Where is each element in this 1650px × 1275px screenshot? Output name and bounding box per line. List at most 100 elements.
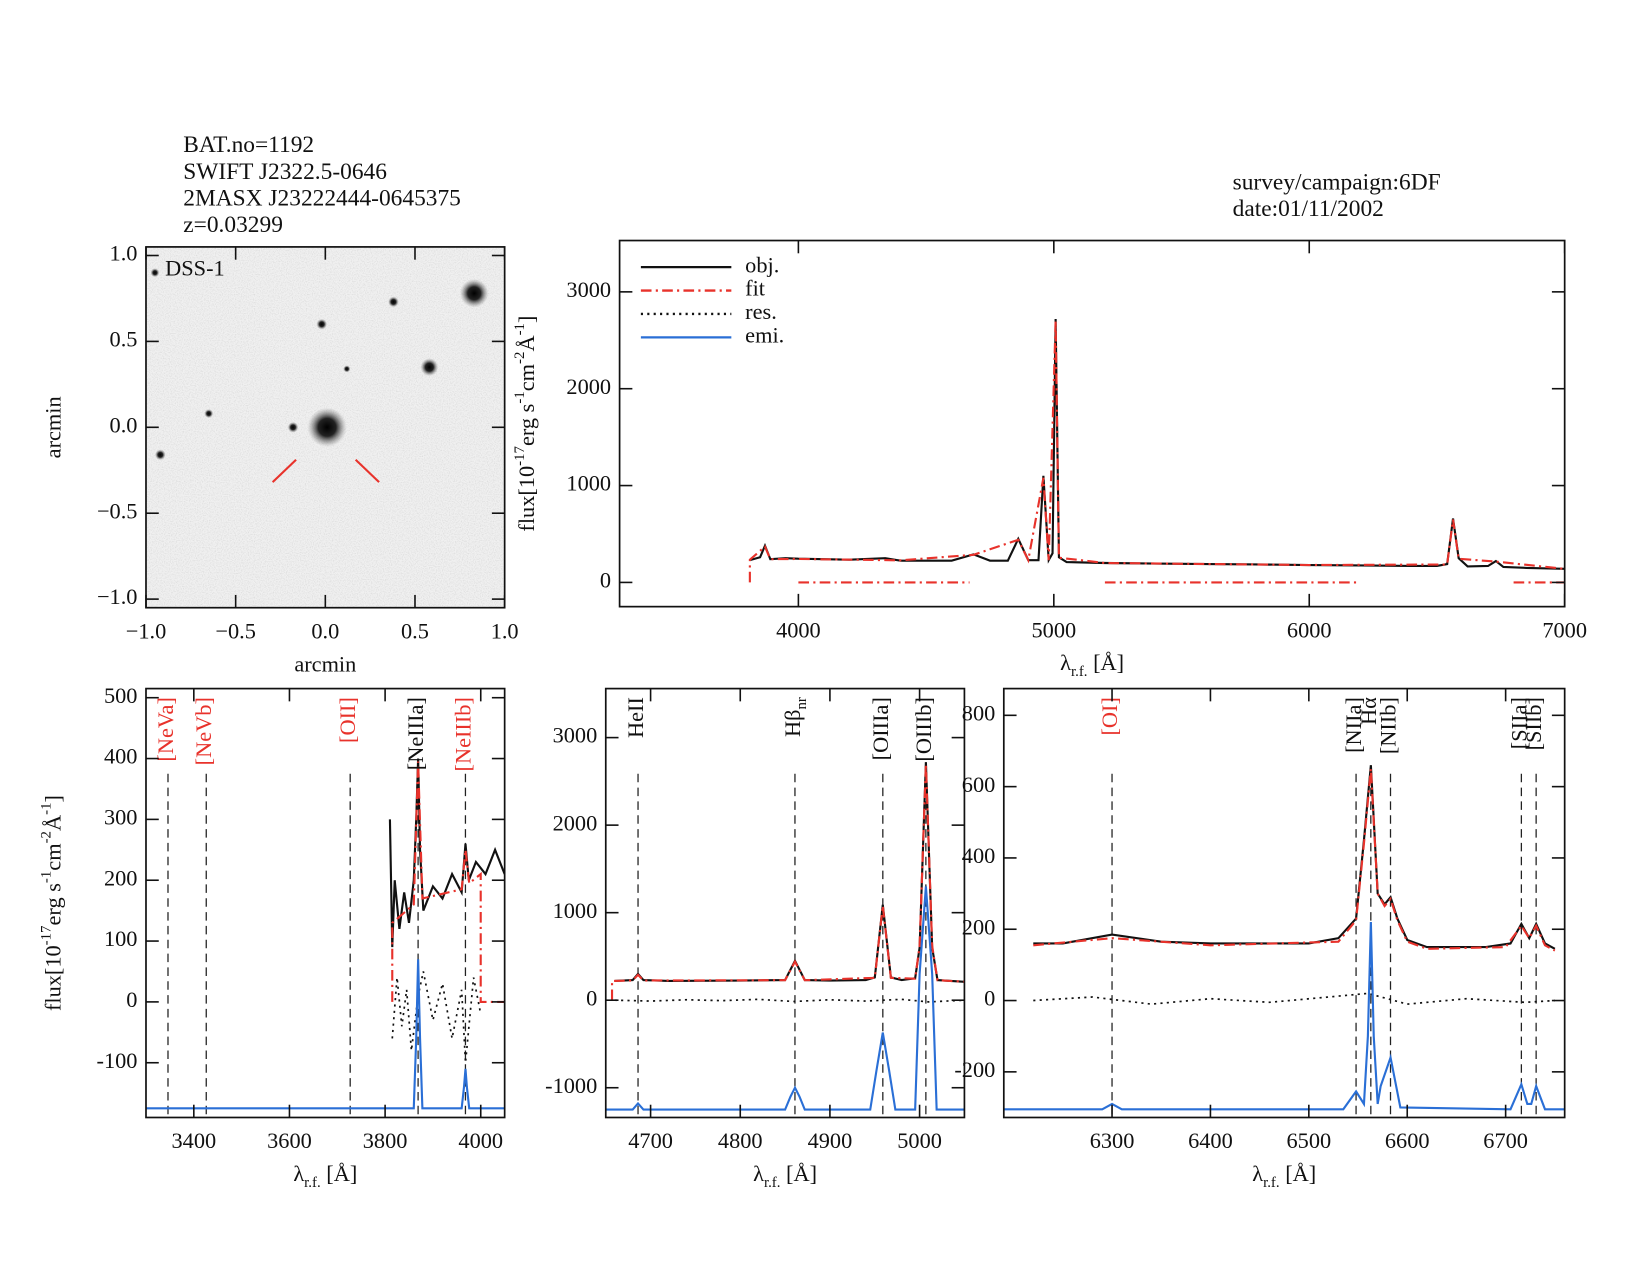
spectrum-line bbox=[1003, 922, 1565, 1111]
axes-frame bbox=[145, 687, 506, 1119]
label-part: cm bbox=[514, 363, 539, 391]
label-part: Hα bbox=[1356, 697, 1381, 725]
label-part: -17 bbox=[39, 925, 55, 945]
x-tick-label: 6400 bbox=[1188, 1128, 1233, 1153]
label-part: ] bbox=[41, 795, 66, 802]
label-part: [OII] bbox=[335, 697, 360, 743]
y-tick-label: -100 bbox=[97, 1048, 138, 1073]
source bbox=[154, 449, 166, 461]
spectrum-line bbox=[391, 761, 505, 1003]
plot-area bbox=[145, 758, 505, 1118]
label-part: [NeIIIb] bbox=[451, 697, 476, 771]
label-part: [NIIa] bbox=[1341, 697, 1366, 753]
x-axis-label: arcmin bbox=[294, 651, 356, 676]
source bbox=[316, 318, 328, 330]
label-part: nr bbox=[794, 697, 810, 709]
y-tick-label: 0 bbox=[600, 568, 611, 593]
source bbox=[150, 268, 160, 278]
x-tick-label: 3400 bbox=[171, 1128, 216, 1153]
axes-frame bbox=[618, 239, 1566, 608]
header-line: BAT.no=1192 bbox=[183, 132, 314, 158]
label-part: r.f. bbox=[764, 1175, 781, 1191]
label-part: [NeIIIa] bbox=[403, 697, 428, 770]
line-marker-label: Hβnr bbox=[780, 697, 810, 737]
x-tick-label: 4700 bbox=[628, 1128, 673, 1153]
spectrum-line bbox=[391, 971, 482, 1063]
x-tick-label: 6000 bbox=[1287, 617, 1332, 642]
x-tick-label: 4800 bbox=[718, 1128, 763, 1153]
source bbox=[287, 421, 299, 433]
legend-label: obj. bbox=[745, 252, 779, 277]
label-part: Å bbox=[514, 335, 539, 351]
label-part: -1 bbox=[39, 871, 55, 883]
label-part: HeII bbox=[623, 697, 648, 738]
label-part: -17 bbox=[513, 445, 529, 465]
label-part: [NeVa] bbox=[153, 697, 178, 761]
label-part: [NIIb] bbox=[1376, 697, 1401, 754]
x-tick-label: −0.5 bbox=[215, 618, 256, 643]
y-tick-label: 500 bbox=[104, 683, 138, 708]
label-part: [NeVb] bbox=[191, 697, 216, 765]
header-line: SWIFT J2322.5-0646 bbox=[183, 159, 387, 185]
label-part: [SIIb] bbox=[1521, 697, 1546, 750]
legend-label: emi. bbox=[745, 322, 784, 347]
x-tick-label: 6600 bbox=[1385, 1128, 1430, 1153]
label-part: -2 bbox=[39, 831, 55, 843]
x-tick-label: 6300 bbox=[1090, 1128, 1135, 1153]
spectrum-line bbox=[614, 762, 965, 983]
y-tick-label: 200 bbox=[104, 865, 138, 890]
x-tick-label: −1.0 bbox=[126, 618, 167, 643]
header-line: survey/campaign:6DF bbox=[1233, 169, 1441, 195]
header-line: 2MASX J23222444-0645375 bbox=[183, 185, 461, 211]
y-tick-label: −0.5 bbox=[97, 498, 138, 523]
y-tick-label: 300 bbox=[104, 805, 138, 830]
line-marker-label: [OII] bbox=[335, 697, 360, 743]
label-part: -1 bbox=[513, 323, 529, 335]
label-part: λ bbox=[1252, 1161, 1263, 1186]
label-part: [Å] bbox=[1280, 1161, 1317, 1186]
line-marker-label: [OIIIa] bbox=[868, 697, 893, 760]
y-axis-label: arcmin bbox=[41, 396, 66, 458]
x-tick-label: 0.5 bbox=[401, 618, 429, 643]
x-tick-label: 7000 bbox=[1542, 617, 1587, 642]
line-marker-label: HeII bbox=[623, 697, 648, 738]
label-part: [OI] bbox=[1097, 697, 1122, 735]
source bbox=[343, 365, 351, 373]
x-axis-label: λr.f. [Å] bbox=[753, 1161, 817, 1191]
y-tick-label: 100 bbox=[104, 926, 138, 951]
line-marker-label: [NIIa] bbox=[1341, 697, 1366, 753]
source bbox=[459, 278, 489, 308]
y-tick-label: 1000 bbox=[553, 898, 598, 923]
header-line: date:01/11/2002 bbox=[1233, 196, 1384, 222]
x-axis-label: λr.f. [Å] bbox=[1060, 650, 1124, 680]
x-axis-label: λr.f. [Å] bbox=[1252, 1161, 1316, 1191]
header-line: z=0.03299 bbox=[183, 212, 283, 238]
x-tick-label: 5000 bbox=[1031, 617, 1076, 642]
y-axis-label: flux[10-17erg s-1cm-2Å-1] bbox=[39, 795, 66, 1011]
y-tick-label: 600 bbox=[962, 772, 996, 797]
label-part: λ bbox=[1060, 650, 1071, 675]
y-tick-label: 2000 bbox=[566, 374, 611, 399]
label-part: -1 bbox=[513, 391, 529, 403]
axes-frame bbox=[1002, 687, 1566, 1119]
plot-area bbox=[605, 762, 965, 1118]
x-tick-label: 4900 bbox=[808, 1128, 853, 1153]
line-marker-label: [NeVb] bbox=[191, 697, 216, 765]
source bbox=[420, 358, 439, 377]
label-part: erg s bbox=[514, 404, 539, 446]
spectrum-line bbox=[1033, 768, 1556, 952]
label-part: cm bbox=[41, 843, 66, 871]
y-axis-label: flux[10-17erg s-1cm-2Å-1] bbox=[513, 316, 540, 532]
y-tick-label: 0.5 bbox=[110, 327, 138, 352]
target-marker bbox=[354, 458, 380, 483]
x-axis-label: λr.f. [Å] bbox=[293, 1161, 357, 1191]
label-part: flux[10 bbox=[514, 466, 539, 532]
y-tick-label: 3000 bbox=[566, 277, 611, 302]
label-part: Hβ bbox=[780, 710, 805, 738]
label-part: r.f. bbox=[1263, 1175, 1280, 1191]
label-part: ] bbox=[514, 316, 539, 323]
spectrum-line bbox=[1033, 765, 1556, 950]
source bbox=[388, 296, 399, 308]
